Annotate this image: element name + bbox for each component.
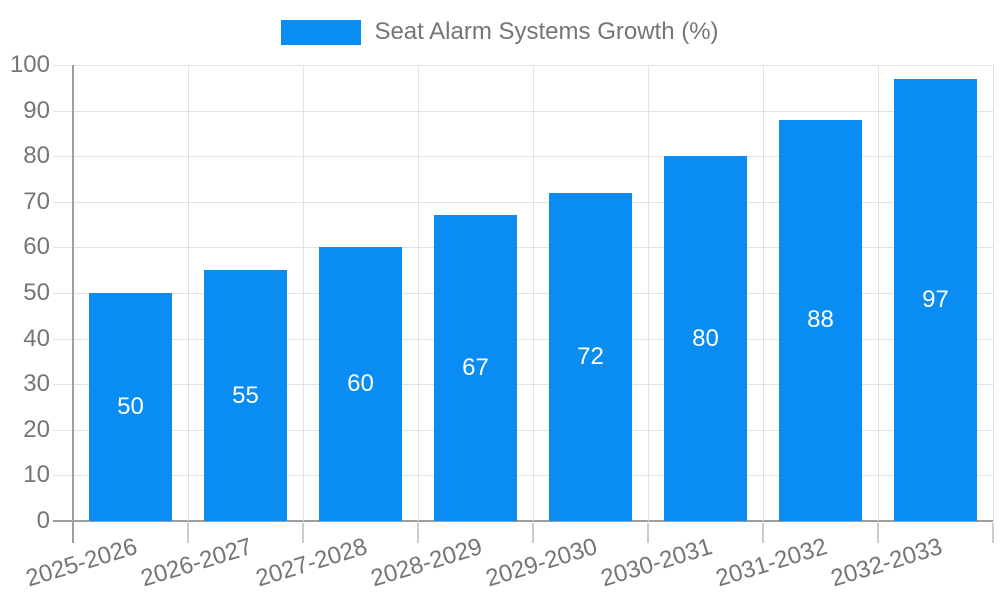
- x-tick-label: 2029-2030: [482, 533, 601, 593]
- y-tick-label: 20: [23, 415, 50, 443]
- x-tick-stub: [992, 523, 994, 543]
- legend: Seat Alarm Systems Growth (%): [0, 18, 1000, 46]
- x-tick-stub: [762, 523, 764, 543]
- x-tick-stub: [417, 523, 419, 543]
- bar-value-label: 67: [462, 354, 489, 382]
- bar[interactable]: [549, 192, 632, 521]
- legend-label[interactable]: Seat Alarm Systems Growth (%): [374, 18, 719, 45]
- bar-value-label: 88: [807, 306, 834, 334]
- bar-value-label: 72: [577, 342, 604, 370]
- y-gridline: [53, 475, 993, 477]
- y-gridline: [53, 156, 993, 158]
- y-gridline: [53, 338, 993, 340]
- y-tick-label: 50: [23, 279, 50, 306]
- bar-value-label: 55: [232, 381, 259, 409]
- y-tick-label: 0: [36, 507, 50, 534]
- y-gridline: [53, 429, 993, 431]
- bar-value-label: 80: [692, 324, 719, 352]
- y-tick-label: 90: [23, 96, 50, 124]
- y-gridline: [53, 384, 993, 386]
- bar[interactable]: [779, 119, 862, 521]
- x-gridline: [533, 65, 534, 521]
- bar-value-label: 60: [347, 370, 374, 398]
- y-tick-label: 60: [23, 233, 50, 261]
- bar[interactable]: [664, 156, 747, 521]
- x-tick-label: 2027-2028: [252, 533, 371, 593]
- x-gridline: [878, 65, 879, 521]
- bar[interactable]: [89, 293, 172, 521]
- x-tick-stub: [532, 523, 534, 543]
- y-tick-label: 100: [9, 51, 50, 78]
- x-tick-label: 2032-2033: [827, 533, 946, 593]
- x-gridline: [418, 65, 419, 521]
- y-tick-label: 80: [23, 142, 50, 170]
- y-gridline: [53, 247, 993, 249]
- bar-value-label: 97: [922, 285, 949, 313]
- bar[interactable]: [319, 247, 402, 521]
- x-axis-baseline: [53, 520, 993, 522]
- x-tick-stub: [647, 523, 649, 543]
- x-tick-label: 2026-2027: [137, 533, 256, 593]
- x-tick-label: 2031-2032: [712, 533, 831, 593]
- bar[interactable]: [204, 270, 287, 521]
- y-tick-label: 70: [23, 187, 50, 215]
- x-tick-label: 2025-2026: [22, 533, 141, 593]
- y-axis-line: [72, 65, 74, 543]
- bar[interactable]: [894, 78, 977, 521]
- y-tick-label: 10: [23, 461, 50, 489]
- legend-swatch[interactable]: [281, 19, 362, 45]
- x-tick-label: 2028-2029: [367, 533, 486, 593]
- x-gridline: [303, 65, 304, 521]
- y-gridline: [53, 293, 993, 294]
- x-tick-stub: [187, 523, 189, 543]
- x-gridline: [763, 65, 764, 521]
- x-tick-label: 2030-2031: [597, 533, 716, 593]
- x-tick-stub: [877, 523, 879, 543]
- x-tick-stub: [302, 523, 304, 543]
- bar[interactable]: [434, 215, 517, 521]
- y-tick-label: 30: [23, 370, 50, 398]
- x-gridline: [993, 65, 994, 521]
- x-gridline: [188, 65, 189, 521]
- y-tick-label: 40: [23, 324, 50, 352]
- y-gridline: [53, 110, 993, 112]
- y-gridline: [53, 65, 993, 66]
- y-gridline: [53, 201, 993, 203]
- x-gridline: [648, 65, 649, 521]
- bar-value-label: 50: [117, 393, 144, 420]
